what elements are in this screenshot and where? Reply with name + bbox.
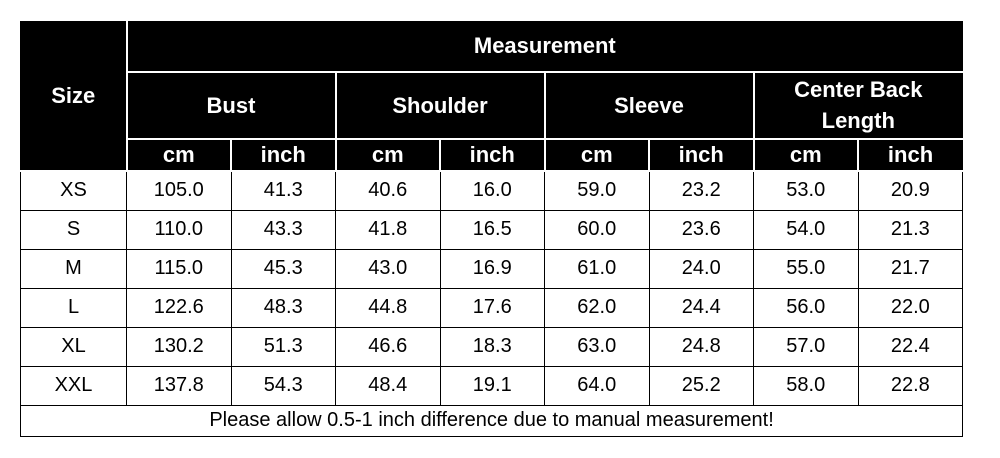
size-table: Size Measurement Bust Shoulder Sleeve Cente… <box>19 21 964 437</box>
value-cell: 17.6 <box>439 287 545 328</box>
size-cell: M <box>20 248 127 289</box>
value-cell: 21.3 <box>857 209 964 250</box>
table-row: S 110.0 43.3 41.8 16.5 60.0 23.6 54.0 21.3 <box>20 209 964 250</box>
unit-header: cm <box>125 137 232 172</box>
table-row: XXL 137.8 54.3 48.4 19.1 64.0 25.2 58.0 22.8 <box>20 365 964 406</box>
value-cell: 24.8 <box>648 326 754 367</box>
measurement-header: Measurement <box>125 21 964 73</box>
unit-header: cm <box>752 137 859 172</box>
value-cell: 59.0 <box>544 170 650 211</box>
value-cell: 130.2 <box>126 326 232 367</box>
size-cell: S <box>20 209 127 250</box>
table-row: XS 105.0 41.3 40.6 16.0 59.0 23.2 53.0 20.9 <box>20 170 964 211</box>
value-cell: 53.0 <box>753 170 859 211</box>
value-cell: 22.4 <box>857 326 964 367</box>
group-header: Bust <box>125 70 337 140</box>
value-cell: 110.0 <box>126 209 232 250</box>
value-cell: 63.0 <box>544 326 650 367</box>
value-cell: 23.2 <box>648 170 754 211</box>
value-cell: 20.9 <box>857 170 964 211</box>
value-cell: 54.0 <box>753 209 859 250</box>
value-cell: 105.0 <box>126 170 232 211</box>
value-cell: 21.7 <box>857 248 964 289</box>
size-cell: XL <box>20 326 127 367</box>
value-cell: 58.0 <box>753 365 859 406</box>
value-cell: 16.0 <box>439 170 545 211</box>
value-cell: 46.6 <box>335 326 441 367</box>
value-cell: 122.6 <box>126 287 232 328</box>
value-cell: 16.5 <box>439 209 545 250</box>
table-row: XL 130.2 51.3 46.6 18.3 63.0 24.8 57.0 22.4 <box>20 326 964 367</box>
value-cell: 19.1 <box>439 365 545 406</box>
value-cell: 61.0 <box>544 248 650 289</box>
table-row: L 122.6 48.3 44.8 17.6 62.0 24.4 56.0 22.0 <box>20 287 964 328</box>
value-cell: 54.3 <box>230 365 336 406</box>
value-cell: 45.3 <box>230 248 336 289</box>
value-cell: 41.8 <box>335 209 441 250</box>
value-cell: 24.0 <box>648 248 754 289</box>
value-cell: 23.6 <box>648 209 754 250</box>
value-cell: 62.0 <box>544 287 650 328</box>
size-cell: XXL <box>20 365 127 406</box>
value-cell: 18.3 <box>439 326 545 367</box>
value-cell: 22.0 <box>857 287 964 328</box>
value-cell: 48.4 <box>335 365 441 406</box>
size-cell: XS <box>20 170 127 211</box>
value-cell: 43.3 <box>230 209 336 250</box>
value-cell: 24.4 <box>648 287 754 328</box>
group-header: Center Back Length <box>752 70 964 140</box>
value-cell: 22.8 <box>857 365 964 406</box>
value-cell: 64.0 <box>544 365 650 406</box>
value-cell: 60.0 <box>544 209 650 250</box>
value-cell: 56.0 <box>753 287 859 328</box>
group-label: Bust <box>206 92 256 118</box>
size-cell: L <box>20 287 127 328</box>
group-header: Shoulder <box>334 70 546 140</box>
table-row: M 115.0 45.3 43.0 16.9 61.0 24.0 55.0 21.7 <box>20 248 964 289</box>
value-cell: 43.0 <box>335 248 441 289</box>
value-cell: 41.3 <box>230 170 336 211</box>
group-header: Sleeve <box>543 70 755 140</box>
unit-header: cm <box>334 137 441 172</box>
value-cell: 48.3 <box>230 287 336 328</box>
unit-header: inch <box>648 137 755 172</box>
size-header: Size <box>20 21 128 172</box>
unit-header: inch <box>230 137 337 172</box>
value-cell: 57.0 <box>753 326 859 367</box>
value-cell: 40.6 <box>335 170 441 211</box>
value-cell: 25.2 <box>648 365 754 406</box>
value-cell: 55.0 <box>753 248 859 289</box>
footer-note: Please allow 0.5-1 inch difference due t… <box>19 404 964 437</box>
unit-header: inch <box>857 137 964 172</box>
unit-header: cm <box>543 137 650 172</box>
group-label: Shoulder <box>392 92 488 118</box>
value-cell: 51.3 <box>230 326 336 367</box>
value-cell: 137.8 <box>126 365 232 406</box>
value-cell: 115.0 <box>126 248 232 289</box>
unit-header: inch <box>439 137 546 172</box>
group-label: Sleeve <box>614 92 684 118</box>
group-label: Center Back Length <box>794 77 923 133</box>
value-cell: 16.9 <box>439 248 545 289</box>
value-cell: 44.8 <box>335 287 441 328</box>
